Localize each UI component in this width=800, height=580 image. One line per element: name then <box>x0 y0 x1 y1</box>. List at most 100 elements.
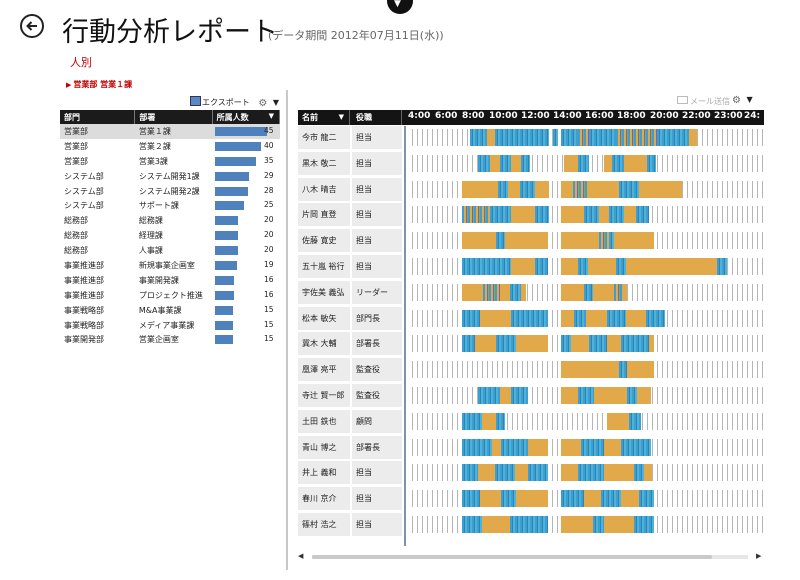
person-role: 担当 <box>352 203 402 227</box>
dept-row[interactable]: 事業開発部 営業企画室 15 <box>60 332 280 347</box>
activity-timeline[interactable] <box>412 387 764 404</box>
scroll-right-arrow-icon[interactable]: ▶ <box>756 552 762 560</box>
dept-cell: 営業部 <box>60 124 135 139</box>
activity-timeline[interactable] <box>412 335 764 353</box>
person-row[interactable]: 五十嵐 裕行 担当 <box>298 255 768 280</box>
activity-timeline[interactable] <box>412 206 764 224</box>
activity-segment <box>592 516 605 533</box>
dept-row[interactable]: 事業推進部 新規事業企画室 19 <box>60 258 280 273</box>
activity-timeline[interactable] <box>412 154 764 172</box>
dept-row[interactable]: 総務部 総務課 20 <box>60 213 280 228</box>
count-cell: 15 <box>212 332 279 347</box>
person-row[interactable]: 冀木 大輔 部署長 <box>298 332 768 357</box>
activity-timeline[interactable] <box>412 516 764 533</box>
horizontal-scrollbar[interactable]: ◀ ▶ <box>298 552 764 562</box>
scroll-left-arrow-icon[interactable]: ◀ <box>298 552 304 560</box>
back-button[interactable] <box>20 14 44 38</box>
person-name: 春川 京介 <box>298 487 350 511</box>
person-row[interactable]: 黒木 敬二 担当 <box>298 151 768 177</box>
dept-row[interactable]: システム部 システム開発1課 29 <box>60 169 280 184</box>
activity-timeline[interactable] <box>412 232 764 250</box>
person-name: 佐藤 寛史 <box>298 229 350 253</box>
activity-segment <box>499 283 510 301</box>
breadcrumb[interactable]: ▶ 営業部 営業１課 <box>66 79 132 90</box>
activity-timeline[interactable] <box>412 258 764 275</box>
activity-timeline[interactable] <box>412 180 764 198</box>
person-row[interactable]: 凰澤 亮平 監査役 <box>298 358 768 383</box>
dept-row[interactable]: 営業部 営業１課 45 <box>60 124 280 139</box>
person-row[interactable]: 寺辻 賢一郎 監査役 <box>298 384 768 409</box>
person-row[interactable]: 松本 敏矢 部門長 <box>298 306 768 332</box>
section-cell: 人事課 <box>138 246 163 256</box>
export-button[interactable]: エクスポート <box>190 96 250 107</box>
person-name: 宇佐美 義弘 <box>298 280 350 304</box>
dept-cell: 事業戦略部 <box>64 305 104 315</box>
count-value: 35 <box>263 155 274 165</box>
timeline-header: 名前 ▼ 役職 4:00 6:00 8:00 10:00 12:00 14:00 16:00 1… <box>298 110 764 125</box>
dept-row[interactable]: 営業部 営業3課 35 <box>60 154 280 169</box>
scroll-thumb[interactable] <box>312 555 712 559</box>
person-row[interactable]: 宇佐美 義弘 リーダー <box>298 280 768 306</box>
right-toolbar: ⚙ ▼ <box>732 95 753 106</box>
activity-segment <box>496 335 517 353</box>
count-value: 25 <box>263 200 274 210</box>
dept-row[interactable]: 事業戦略部 M&A事業課 15 <box>60 303 280 318</box>
activity-segment <box>461 438 492 456</box>
person-row[interactable]: 土田 鉄也 顧問 <box>298 409 768 435</box>
col-header-count[interactable]: 所属人数 ▼ <box>212 110 281 124</box>
dept-row[interactable]: 総務部 人事課 20 <box>60 243 280 258</box>
activity-timeline[interactable] <box>412 412 764 430</box>
sort-desc-icon: ▼ <box>268 111 274 120</box>
dept-row[interactable]: 事業推進部 事業開発課 16 <box>60 273 280 288</box>
activity-segment <box>521 154 530 172</box>
dept-row[interactable]: 事業推進部 プロジェクト推進 16 <box>60 288 280 303</box>
activity-segment <box>633 516 654 533</box>
activity-timeline[interactable] <box>412 309 764 327</box>
left-toolbar: エクスポート ⚙ ▼ <box>190 96 279 109</box>
person-row[interactable]: 片岡 直登 担当 <box>298 203 768 228</box>
scroll-track[interactable] <box>312 555 748 559</box>
activity-timeline[interactable] <box>412 361 764 379</box>
dept-row[interactable]: システム部 サポート課 25 <box>60 198 280 213</box>
person-row[interactable]: 篠村 浩之 担当 <box>298 513 768 538</box>
activity-timeline[interactable] <box>412 283 764 301</box>
person-row[interactable]: 今市 龍二 担当 <box>298 126 768 151</box>
col-header-role[interactable]: 役職 <box>352 110 402 125</box>
person-row[interactable]: 八木 晴吉 担当 <box>298 177 768 203</box>
activity-segment <box>527 438 548 456</box>
send-mail-button[interactable]: メール送信 <box>677 96 730 107</box>
dept-row[interactable]: システム部 システム開発2課 28 <box>60 184 280 199</box>
person-row[interactable]: 佐藤 寛史 担当 <box>298 229 768 254</box>
activity-segment <box>489 206 512 224</box>
activity-segment <box>461 309 480 327</box>
col-header-dept[interactable]: 部門 <box>60 110 136 124</box>
dropdown-arrow-icon[interactable]: ▼ <box>272 98 279 107</box>
dept-row[interactable]: 総務部 経理課 20 <box>60 228 280 243</box>
data-period: (データ期間 2012年07月11日(水)) <box>268 29 444 42</box>
dept-cell: システム部 <box>64 186 104 196</box>
col-header-name[interactable]: 名前 ▼ <box>298 110 350 125</box>
time-label: 8:00 <box>462 111 485 121</box>
activity-segment <box>599 206 610 224</box>
view-mode-link[interactable]: 人別 <box>70 56 92 69</box>
activity-timeline[interactable] <box>412 464 764 482</box>
dept-row[interactable]: 事業戦略部 メディア事業課 15 <box>60 318 280 333</box>
person-row[interactable]: 井上 義和 担当 <box>298 461 768 486</box>
app-bar-toggle[interactable]: ▼ <box>387 0 413 14</box>
activity-segment <box>494 464 515 482</box>
activity-segment <box>461 464 479 482</box>
activity-segment <box>534 180 550 198</box>
person-row[interactable]: 春川 京介 担当 <box>298 487 768 512</box>
activity-timeline[interactable] <box>412 438 764 456</box>
dropdown-arrow-icon[interactable]: ▼ <box>746 95 753 104</box>
dept-row[interactable]: 営業部 営業２課 40 <box>60 139 280 154</box>
activity-segment <box>486 129 495 146</box>
activity-timeline[interactable] <box>412 490 764 508</box>
col-header-section[interactable]: 部署 <box>134 110 213 124</box>
person-row[interactable]: 青山 博之 部署長 <box>298 435 768 461</box>
gear-icon[interactable]: ⚙ <box>732 95 741 106</box>
person-name: 篠村 浩之 <box>298 513 350 536</box>
gear-icon[interactable]: ⚙ <box>258 98 268 109</box>
panel-divider[interactable] <box>286 90 288 570</box>
activity-timeline[interactable] <box>412 129 764 146</box>
